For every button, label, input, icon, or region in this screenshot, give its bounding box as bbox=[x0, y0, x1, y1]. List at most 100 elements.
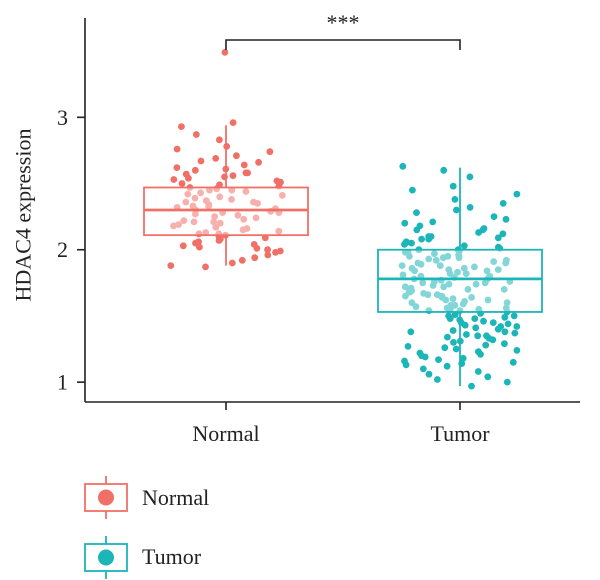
data-point bbox=[238, 256, 246, 264]
data-point bbox=[472, 324, 480, 332]
data-point bbox=[244, 169, 252, 177]
data-point bbox=[475, 229, 482, 236]
y-tick-label: 3 bbox=[57, 105, 68, 130]
legend-item-tumor: Tumor bbox=[84, 536, 202, 579]
data-point bbox=[444, 252, 452, 260]
data-point bbox=[513, 323, 521, 330]
plot-area bbox=[143, 49, 543, 390]
data-point bbox=[425, 235, 433, 243]
data-point bbox=[179, 242, 187, 250]
data-point bbox=[173, 145, 181, 153]
data-point bbox=[511, 329, 519, 337]
data-point bbox=[444, 333, 451, 341]
data-point bbox=[504, 320, 512, 328]
data-point bbox=[399, 162, 407, 170]
data-point bbox=[460, 242, 468, 250]
data-point bbox=[460, 264, 468, 272]
data-point bbox=[466, 204, 474, 211]
data-point bbox=[464, 286, 472, 293]
data-point bbox=[402, 249, 409, 256]
data-point bbox=[513, 190, 521, 198]
data-point bbox=[189, 202, 197, 210]
data-point bbox=[449, 295, 457, 303]
data-point bbox=[513, 347, 521, 354]
data-point bbox=[170, 176, 178, 183]
data-point bbox=[425, 255, 433, 263]
data-point bbox=[429, 218, 437, 226]
data-point bbox=[413, 209, 420, 217]
data-point bbox=[192, 210, 199, 218]
data-point bbox=[503, 256, 510, 264]
data-point bbox=[240, 161, 248, 169]
data-point bbox=[408, 239, 415, 247]
data-point bbox=[472, 280, 480, 288]
data-point bbox=[252, 214, 260, 222]
data-point bbox=[212, 223, 220, 231]
data-point bbox=[451, 311, 459, 318]
data-point bbox=[443, 304, 451, 312]
data-point bbox=[240, 215, 248, 223]
data-point bbox=[489, 319, 497, 326]
y-axis-title: HDAC4 expression bbox=[11, 129, 36, 302]
data-point bbox=[503, 299, 511, 307]
data-point bbox=[431, 250, 438, 258]
data-point bbox=[228, 186, 236, 194]
data-point bbox=[167, 262, 175, 269]
y-tick-label: 1 bbox=[57, 370, 68, 395]
data-point bbox=[255, 158, 262, 166]
data-point bbox=[468, 294, 475, 301]
axes: 1 2 3 Normal Tumor HDAC4 expression bbox=[11, 18, 580, 446]
data-point bbox=[471, 263, 478, 271]
data-point bbox=[490, 213, 498, 221]
significance-label: *** bbox=[327, 10, 360, 35]
data-point bbox=[184, 190, 192, 198]
data-point bbox=[190, 218, 198, 226]
data-point bbox=[253, 245, 261, 252]
data-point bbox=[266, 148, 274, 156]
data-point bbox=[421, 353, 429, 361]
data-point bbox=[424, 291, 432, 299]
data-point bbox=[191, 166, 199, 174]
data-point bbox=[409, 186, 416, 194]
data-point bbox=[445, 280, 453, 288]
boxes bbox=[143, 125, 543, 387]
data-point bbox=[483, 267, 491, 275]
data-point bbox=[481, 279, 489, 287]
data-point bbox=[191, 194, 199, 202]
data-point bbox=[453, 206, 460, 214]
data-point bbox=[451, 301, 459, 309]
data-point bbox=[182, 198, 190, 206]
data-point bbox=[441, 344, 449, 352]
data-point bbox=[419, 279, 427, 287]
data-point bbox=[501, 340, 508, 348]
data-point bbox=[490, 258, 498, 265]
significance-bracket: *** bbox=[225, 10, 461, 50]
data-point bbox=[399, 271, 407, 279]
box-tumor bbox=[377, 167, 543, 387]
data-point bbox=[466, 173, 474, 181]
data-point bbox=[261, 234, 269, 242]
data-point bbox=[471, 315, 479, 322]
data-point bbox=[510, 312, 518, 320]
data-point bbox=[463, 331, 470, 338]
data-point bbox=[239, 226, 247, 234]
data-point bbox=[264, 246, 271, 254]
data-point bbox=[206, 186, 213, 194]
data-point bbox=[450, 339, 457, 346]
box-normal bbox=[143, 125, 309, 266]
data-point bbox=[451, 196, 459, 203]
data-point bbox=[501, 313, 509, 321]
data-point bbox=[196, 243, 203, 251]
data-point bbox=[434, 376, 441, 383]
data-point bbox=[228, 259, 236, 267]
data-point bbox=[446, 270, 454, 277]
data-point bbox=[401, 283, 409, 291]
data-point bbox=[499, 230, 507, 238]
data-point bbox=[233, 152, 240, 160]
data-point bbox=[501, 328, 509, 336]
data-point bbox=[438, 294, 446, 301]
data-point bbox=[418, 235, 425, 243]
data-point bbox=[272, 249, 279, 256]
data-point bbox=[503, 378, 511, 386]
data-point bbox=[210, 218, 218, 226]
